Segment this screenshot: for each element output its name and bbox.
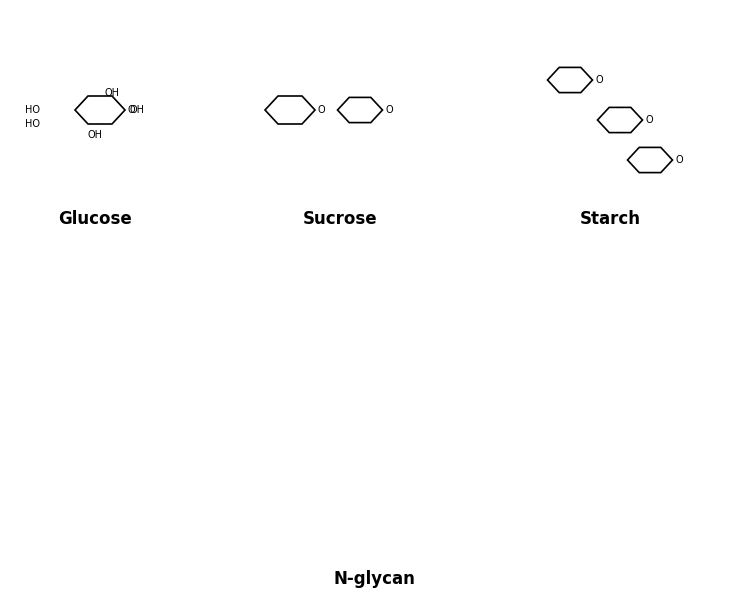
Text: O: O <box>675 155 683 165</box>
Text: O: O <box>128 105 135 115</box>
Text: Sucrose: Sucrose <box>303 210 377 228</box>
Text: O: O <box>646 115 653 125</box>
Text: OH: OH <box>130 105 145 115</box>
Text: O: O <box>595 75 603 85</box>
Text: OH: OH <box>88 130 102 140</box>
Text: N-glycan: N-glycan <box>333 570 415 588</box>
Text: HO: HO <box>25 105 40 115</box>
Text: HO: HO <box>25 119 40 129</box>
Text: O: O <box>385 105 393 115</box>
Text: Starch: Starch <box>580 210 640 228</box>
Text: Glucose: Glucose <box>58 210 132 228</box>
Text: O: O <box>318 105 325 115</box>
Text: OH: OH <box>105 88 120 98</box>
